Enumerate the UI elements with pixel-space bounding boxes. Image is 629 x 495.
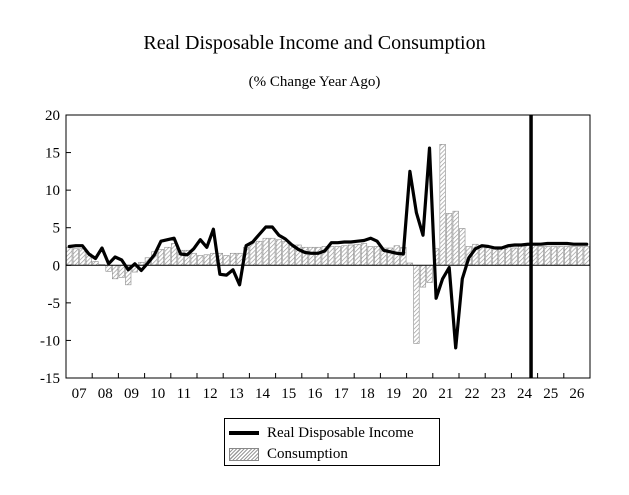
- consumption-bar: [452, 210, 459, 266]
- consumption-bar: [544, 246, 551, 266]
- consumption-bar: [236, 252, 243, 266]
- consumption-bar: [511, 247, 518, 266]
- x-tick-label: 26: [569, 386, 585, 402]
- x-tick-label: 08: [98, 386, 113, 402]
- consumption-bar: [275, 239, 282, 266]
- x-tick-label: 21: [438, 386, 453, 402]
- y-tick-label: 20: [45, 108, 60, 124]
- x-tick-label: 12: [203, 386, 218, 402]
- consumption-bar: [550, 246, 558, 266]
- x-tick-label: 11: [177, 386, 191, 402]
- consumption-bar: [374, 246, 381, 266]
- x-tick-label: 18: [360, 386, 375, 402]
- consumption-bar: [157, 249, 165, 266]
- x-tick-label: 22: [465, 386, 480, 402]
- x-tick-label: 24: [517, 386, 533, 402]
- consumption-bar: [66, 246, 73, 266]
- chart-title: Real Disposable Income and Consumption: [143, 32, 486, 54]
- consumption-bar: [79, 248, 86, 266]
- x-tick-label: 09: [124, 386, 139, 402]
- x-tick-label: 25: [543, 386, 558, 402]
- consumption-bar: [491, 246, 499, 266]
- consumption-bar: [72, 248, 79, 266]
- consumption-bar: [563, 246, 571, 266]
- y-tick-label: -15: [40, 371, 60, 387]
- consumption-bar: [413, 264, 420, 344]
- consumption-bar: [518, 245, 525, 266]
- consumption-bar: [256, 240, 263, 266]
- consumption-bar: [164, 246, 171, 266]
- consumption-bar: [92, 261, 99, 266]
- consumption-bar: [334, 246, 341, 266]
- consumption-bar: [223, 255, 230, 266]
- y-tick-label: -5: [48, 296, 61, 312]
- y-tick-label: 10: [45, 183, 60, 199]
- x-tick-label: 20: [412, 386, 427, 402]
- consumption-bar: [459, 228, 466, 266]
- y-tick-label: -10: [40, 333, 60, 349]
- axes: 20 15 10 5 0 -5 -10 -15 07 08 09 10 11 12 13 14 15 16 17 18…: [40, 108, 591, 402]
- consumption-bar: [570, 246, 577, 266]
- consumption-bar: [282, 240, 289, 266]
- x-tick-label: 13: [229, 386, 244, 402]
- consumption-bar: [341, 245, 348, 266]
- consumption-bar: [262, 237, 269, 266]
- consumption-bar: [354, 243, 361, 266]
- legend-label-income: Real Disposable Income: [267, 424, 414, 441]
- consumption-bar: [419, 264, 427, 288]
- consumption-bar: [478, 245, 485, 266]
- legend-item-income: Real Disposable Income: [229, 423, 414, 443]
- x-tick-label: 07: [72, 386, 88, 402]
- consumption-bar: [393, 245, 400, 266]
- consumption-bar: [328, 246, 335, 266]
- consumption-bar: [315, 246, 322, 266]
- consumption-bar: [249, 242, 256, 266]
- x-tick-label: 15: [281, 386, 296, 402]
- x-tick-label: 17: [334, 386, 350, 402]
- consumption-bar: [439, 144, 446, 266]
- consumption-bar: [203, 254, 210, 266]
- consumption-bar: [505, 246, 512, 266]
- income-line-layer: [67, 115, 589, 378]
- consumption-bar: [229, 252, 237, 266]
- consumption-bar: [537, 246, 544, 266]
- legend-line-swatch: [229, 431, 259, 435]
- legend: Real Disposable Income Consumption: [224, 418, 440, 466]
- consumption-bar: [367, 246, 374, 266]
- consumption-bar: [583, 246, 590, 266]
- x-tick-label: 10: [150, 386, 165, 402]
- consumption-bar: [210, 252, 217, 266]
- y-tick-label: 0: [53, 258, 61, 274]
- consumption-bar: [446, 213, 453, 266]
- real-disposable-income-line: [67, 146, 589, 350]
- legend-bar-swatch: [229, 447, 259, 461]
- consumption-bar: [347, 244, 354, 266]
- consumption-bars: [66, 144, 590, 344]
- x-tick-label: 14: [255, 386, 271, 402]
- x-tick-label: 16: [307, 386, 323, 402]
- consumption-bar: [197, 255, 204, 266]
- consumption-bar: [105, 264, 112, 272]
- consumption-bar: [498, 246, 505, 266]
- consumption-bar: [485, 246, 492, 266]
- consumption-bar: [426, 264, 433, 283]
- y-tick-label: 15: [45, 146, 60, 162]
- consumption-bar: [190, 252, 197, 266]
- consumption-bar: [557, 246, 564, 266]
- consumption-bar: [269, 237, 276, 266]
- consumption-bar: [577, 246, 584, 266]
- y-tick-label: 5: [53, 221, 61, 237]
- x-tick-label: 23: [491, 386, 506, 402]
- consumption-bar: [360, 243, 368, 266]
- consumption-bar: [308, 246, 315, 266]
- x-tick-label: 19: [386, 386, 401, 402]
- legend-item-consumption: Consumption: [229, 444, 348, 464]
- consumption-bar: [112, 264, 119, 280]
- consumption-bar: [118, 264, 125, 278]
- legend-label-consumption: Consumption: [267, 445, 348, 462]
- chart-subtitle: (% Change Year Ago): [248, 74, 381, 90]
